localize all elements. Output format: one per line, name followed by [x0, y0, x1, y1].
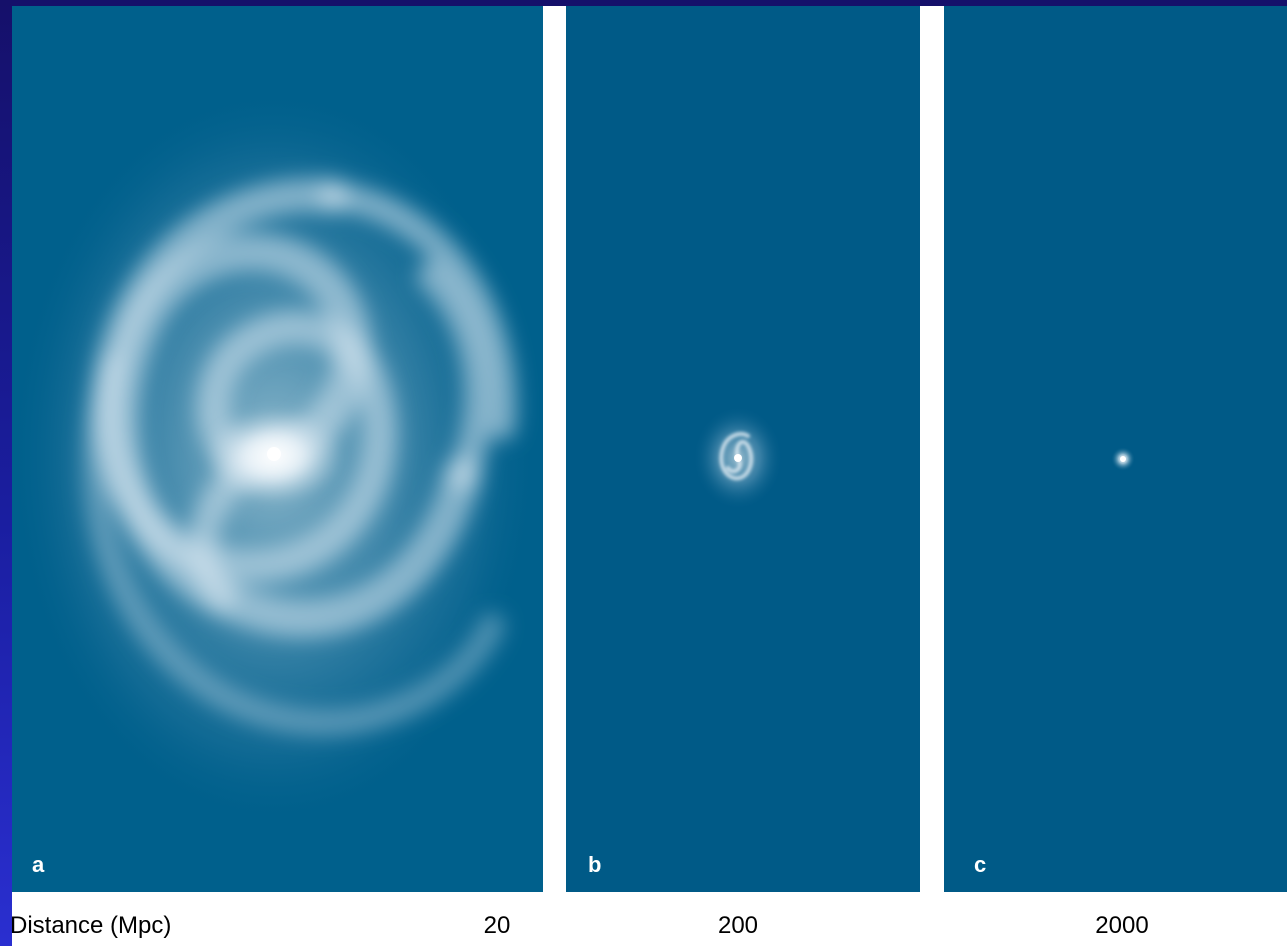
panel-letter-c: c: [974, 852, 987, 877]
distance-value-a: 20: [483, 912, 511, 939]
distance-caption-row: Distance (Mpc) 20 200 2000: [10, 908, 1287, 946]
panel-a: a: [12, 6, 543, 892]
distance-value-c: 2000: [1095, 912, 1149, 939]
panel-letter-b: b: [588, 852, 602, 877]
panel-c: c: [944, 6, 1287, 892]
distance-value-b: 200: [717, 912, 759, 939]
panel-letter-a: a: [32, 852, 45, 877]
panel-b: b: [566, 6, 920, 892]
distance-axis-label: Distance (Mpc): [10, 912, 172, 939]
spiral-galaxy-near: [12, 86, 539, 826]
galaxy-distance-figure: a: [10, 6, 1287, 946]
spiral-galaxy-mid: [693, 406, 783, 510]
spiral-galaxy-far: [1111, 447, 1135, 471]
